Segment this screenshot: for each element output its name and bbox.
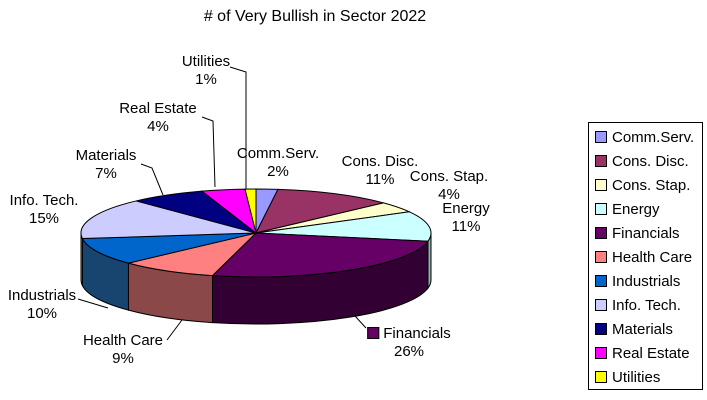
pie-slice-industrials[interactable] <box>81 232 257 264</box>
legend-label: Materials <box>612 320 673 338</box>
pie-slice-info-tech[interactable] <box>80 200 257 240</box>
legend-label: Info. Tech. <box>612 296 681 314</box>
pie-slice-cons-disc[interactable] <box>255 188 384 234</box>
data-label-category: Health Care <box>82 332 164 349</box>
data-label-real-estate[interactable]: Real Estate 4% <box>119 100 197 136</box>
legend-label: Financials <box>612 224 680 242</box>
legend-key-icon <box>595 227 607 239</box>
legend-label: Comm.Serv. <box>612 128 695 146</box>
legend-item-cons-disc[interactable]: Cons. Disc. <box>589 149 702 173</box>
data-label-health-care[interactable]: Health Care 9% <box>83 332 163 368</box>
leader-line-health-care <box>166 319 183 341</box>
pie-slice-utilities[interactable] <box>244 188 257 234</box>
legend-label: Cons. Disc. <box>612 152 689 170</box>
data-label-cons-stap[interactable]: Cons. Stap. 4% <box>410 168 488 204</box>
pie-slice-health-care[interactable] <box>128 232 258 277</box>
data-label-percent: 9% <box>112 350 134 367</box>
legend-key-icon <box>595 299 607 311</box>
data-label-percent: 15% <box>28 210 60 227</box>
legend-key-icon <box>595 131 607 143</box>
data-label-info-tech[interactable]: Info. Tech. 15% <box>10 192 79 228</box>
legend-item-materials[interactable]: Materials <box>589 317 702 341</box>
legend-key-icon <box>367 327 380 339</box>
legend-item-real-estate[interactable]: Real Estate <box>589 341 702 365</box>
pie-slice-side-info-tech[interactable] <box>80 232 83 286</box>
legend-label: Energy <box>612 200 660 218</box>
data-label-category: Materials <box>75 147 137 164</box>
data-label-materials[interactable]: Materials 7% <box>76 147 137 183</box>
pie-slice-energy[interactable] <box>255 211 432 242</box>
data-label-category: Info. Tech. <box>9 192 79 209</box>
data-label-cons-disc[interactable]: Cons. Disc. 11% <box>342 153 419 189</box>
data-label-category: Industrials <box>7 287 77 304</box>
legend-label: Utilities <box>612 368 661 386</box>
data-label-percent: 26% <box>393 343 425 360</box>
data-label-category: Energy <box>442 200 490 217</box>
legend-box[interactable]: Comm.Serv. Cons. Disc. Cons. Stap. Energy Fi… <box>588 122 703 390</box>
legend-key-icon <box>595 371 607 383</box>
legend-label: Industrials <box>612 272 681 290</box>
data-label-category: Cons. Stap. <box>409 168 489 185</box>
data-label-financials[interactable]: Financials 26% <box>367 325 451 361</box>
data-label-percent: 1% <box>195 71 217 88</box>
data-label-percent: 4% <box>438 186 460 203</box>
data-label-industrials[interactable]: Industrials 10% <box>8 287 76 323</box>
legend-label: Real Estate <box>612 344 690 362</box>
data-label-category: Financials <box>367 325 451 343</box>
legend-key-icon <box>595 275 607 287</box>
data-label-utilities[interactable]: Utilities 1% <box>182 53 230 89</box>
legend-key-icon <box>595 179 607 191</box>
legend-label: Cons. Stap. <box>612 176 691 194</box>
data-label-category: Comm.Serv. <box>236 145 320 162</box>
legend-label: Health Care <box>612 248 693 266</box>
pie-slice-financials[interactable] <box>211 232 429 278</box>
legend-item-health-care[interactable]: Health Care <box>589 245 702 269</box>
chart-title[interactable]: # of Very Bullish in Sector 2022 <box>203 8 427 25</box>
data-label-percent: 10% <box>26 305 58 322</box>
data-label-percent: 4% <box>147 118 169 135</box>
data-label-comm-serv[interactable]: Comm.Serv. 2% <box>237 145 319 181</box>
legend-key-icon <box>595 155 607 167</box>
legend-item-energy[interactable]: Energy <box>589 197 702 221</box>
leader-line-real-estate <box>201 116 216 188</box>
legend-key-icon <box>595 323 607 335</box>
data-label-category: Utilities <box>181 53 231 70</box>
data-label-percent: 11% <box>365 171 395 188</box>
legend-item-financials[interactable]: Financials <box>589 221 702 245</box>
leader-line-financials <box>354 315 367 329</box>
legend-key-icon <box>595 251 607 263</box>
data-label-percent: 11% <box>451 218 481 235</box>
legend-key-icon <box>595 347 607 359</box>
data-label-category: Real Estate <box>119 100 197 117</box>
legend-item-utilities[interactable]: Utilities <box>589 365 702 389</box>
leader-line-industrials <box>77 298 109 309</box>
data-label-category: Cons. Disc. <box>341 153 419 170</box>
data-label-percent: 7% <box>95 165 117 182</box>
leader-line-materials <box>140 163 164 196</box>
leader-line-utilities <box>229 66 247 189</box>
legend-item-info-tech[interactable]: Info. Tech. <box>589 293 702 317</box>
legend-item-industrials[interactable]: Industrials <box>589 269 702 293</box>
data-label-energy[interactable]: Energy 11% <box>442 200 490 236</box>
data-label-percent: 2% <box>267 163 289 180</box>
legend-item-cons-stap[interactable]: Cons. Stap. <box>589 173 702 197</box>
legend-key-icon <box>595 203 607 215</box>
legend-item-comm-serv[interactable]: Comm.Serv. <box>589 125 702 149</box>
